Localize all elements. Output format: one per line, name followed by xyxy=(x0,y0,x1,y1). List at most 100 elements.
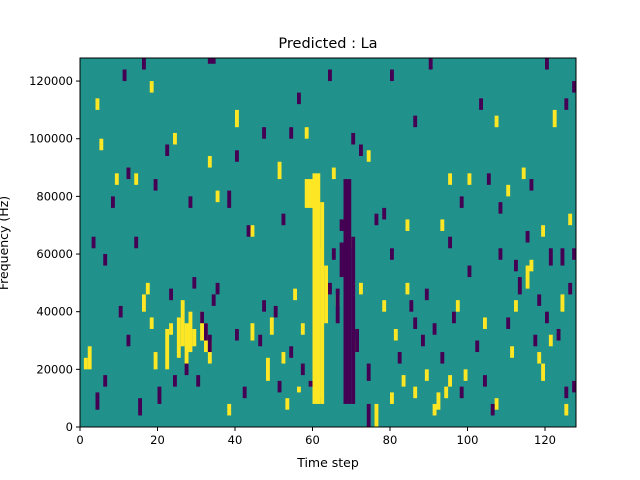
heatmap-cell-high xyxy=(215,190,220,203)
heatmap-cell-high xyxy=(455,300,460,312)
heatmap-cell-high xyxy=(405,282,410,295)
heatmap-cell-high xyxy=(463,369,468,381)
y-tick-label: 0 xyxy=(66,420,73,434)
heatmap-cell-low xyxy=(366,403,371,427)
heatmap-cell-low xyxy=(572,248,577,260)
heatmap-cell-low xyxy=(479,98,484,110)
heatmap-cell-high xyxy=(312,173,321,404)
heatmap-cell-high xyxy=(266,357,270,381)
x-tick-label: 60 xyxy=(305,433,320,447)
heatmap-cell-low xyxy=(498,248,503,260)
heatmap-cell-low xyxy=(564,98,569,110)
heatmap-cell-high xyxy=(235,109,239,128)
heatmap-cell-low xyxy=(359,144,363,157)
heatmap-cell-low xyxy=(421,334,425,347)
heatmap-cell-low xyxy=(211,294,216,306)
heatmap-cell-high xyxy=(514,300,518,312)
heatmap-cell-high xyxy=(145,282,150,295)
heatmap-cell-low xyxy=(568,282,573,295)
heatmap-cell-low xyxy=(564,386,569,399)
heatmap-cell-low xyxy=(328,69,332,82)
x-tick-label: 40 xyxy=(228,433,243,447)
heatmap-cell-low xyxy=(157,386,162,404)
heatmap-cell-low xyxy=(490,403,495,416)
heatmap-cell-low xyxy=(506,317,511,329)
heatmap-cell-low xyxy=(428,58,433,70)
heatmap-cell-low xyxy=(95,392,100,410)
heatmap-cell-high xyxy=(424,369,429,381)
heatmap-cell-low xyxy=(366,363,371,381)
heatmap-cell-low xyxy=(498,202,503,214)
heatmap-cell-high xyxy=(432,403,437,416)
y-tick-label: 40000 xyxy=(36,305,73,319)
heatmap-cell-high xyxy=(304,127,309,139)
heatmap-cell-high xyxy=(180,300,185,347)
heatmap-cell-high xyxy=(359,282,363,295)
heatmap-cell-low xyxy=(273,305,278,318)
heatmap-cell-high xyxy=(413,386,418,399)
heatmap-cell-low xyxy=(297,92,301,105)
heatmap-cell-low xyxy=(196,375,201,387)
y-tick-label: 120000 xyxy=(29,74,73,88)
heatmap-cell-high xyxy=(173,132,177,145)
heatmap-cell-low xyxy=(514,259,518,272)
heatmap-cell-low xyxy=(111,196,115,208)
heatmap-cell-low xyxy=(227,190,232,208)
heatmap-cell-low xyxy=(335,288,340,324)
heatmap-cell-high xyxy=(269,317,274,335)
heatmap-cell-low xyxy=(118,305,123,318)
heatmap-cell-high xyxy=(281,352,286,364)
heatmap-cell-low xyxy=(200,311,205,324)
heatmap-cell-high xyxy=(448,375,453,387)
heatmap-cell-low xyxy=(204,323,208,341)
plot-area xyxy=(79,57,577,428)
heatmap-cell-high xyxy=(95,98,100,110)
heatmap-cell-low xyxy=(235,150,239,162)
heatmap-cell-low xyxy=(525,230,530,243)
heatmap-cell-high xyxy=(440,219,445,231)
heatmap-cell-high xyxy=(494,398,499,410)
y-axis-label: Frequency (Hz) xyxy=(0,196,11,290)
heatmap-cell-low xyxy=(169,288,174,301)
heatmap-cell-high xyxy=(184,323,189,364)
heatmap-cell-low xyxy=(91,236,96,249)
heatmap-cell-low xyxy=(413,115,418,128)
heatmap-cell-low xyxy=(192,277,197,289)
heatmap-cell-low xyxy=(452,311,456,324)
heatmap-cell-high xyxy=(390,392,394,404)
heatmap-cell-low xyxy=(207,58,216,64)
heatmap-cell-high xyxy=(153,352,158,370)
heatmap-cell-high xyxy=(521,167,526,180)
heatmap-cell-low xyxy=(529,179,534,191)
x-axis: 0 20 40 60 80 100 120 xyxy=(76,427,556,447)
x-axis-label: Time step xyxy=(296,455,359,470)
heatmap-cell-low xyxy=(184,363,189,376)
heatmap-cell-high xyxy=(324,265,329,324)
heatmap-cell-high xyxy=(83,357,88,370)
heatmap-cell-low xyxy=(126,167,131,180)
heatmap-cell-high xyxy=(300,323,305,335)
heatmap-cell-low xyxy=(572,380,577,393)
heatmap-cell-high xyxy=(541,363,546,381)
y-tick-label: 100000 xyxy=(29,132,73,146)
heatmap-cell-low xyxy=(289,127,294,139)
heatmap-cell-high xyxy=(537,352,542,364)
heatmap-cell-low xyxy=(339,242,344,278)
heatmap-cell-high xyxy=(541,225,546,237)
heatmap-cell-low xyxy=(537,294,542,306)
heatmap-cell-low xyxy=(242,386,247,399)
heatmap-cell-low xyxy=(486,173,491,185)
heatmap-cell-high xyxy=(525,265,530,289)
heatmap-cell-low xyxy=(165,144,170,157)
y-tick-label: 80000 xyxy=(36,189,73,203)
heatmap-cell-low xyxy=(188,196,193,208)
x-tick-label: 100 xyxy=(457,433,479,447)
heatmap-cell-high xyxy=(436,392,441,410)
heatmap-cell-high xyxy=(277,161,282,180)
heatmap-cell-low xyxy=(432,323,437,335)
heatmap-cell-high xyxy=(560,294,565,312)
heatmap-cell-high xyxy=(188,311,193,353)
x-tick-label: 80 xyxy=(383,433,398,447)
heatmap-cell-high xyxy=(293,288,298,301)
